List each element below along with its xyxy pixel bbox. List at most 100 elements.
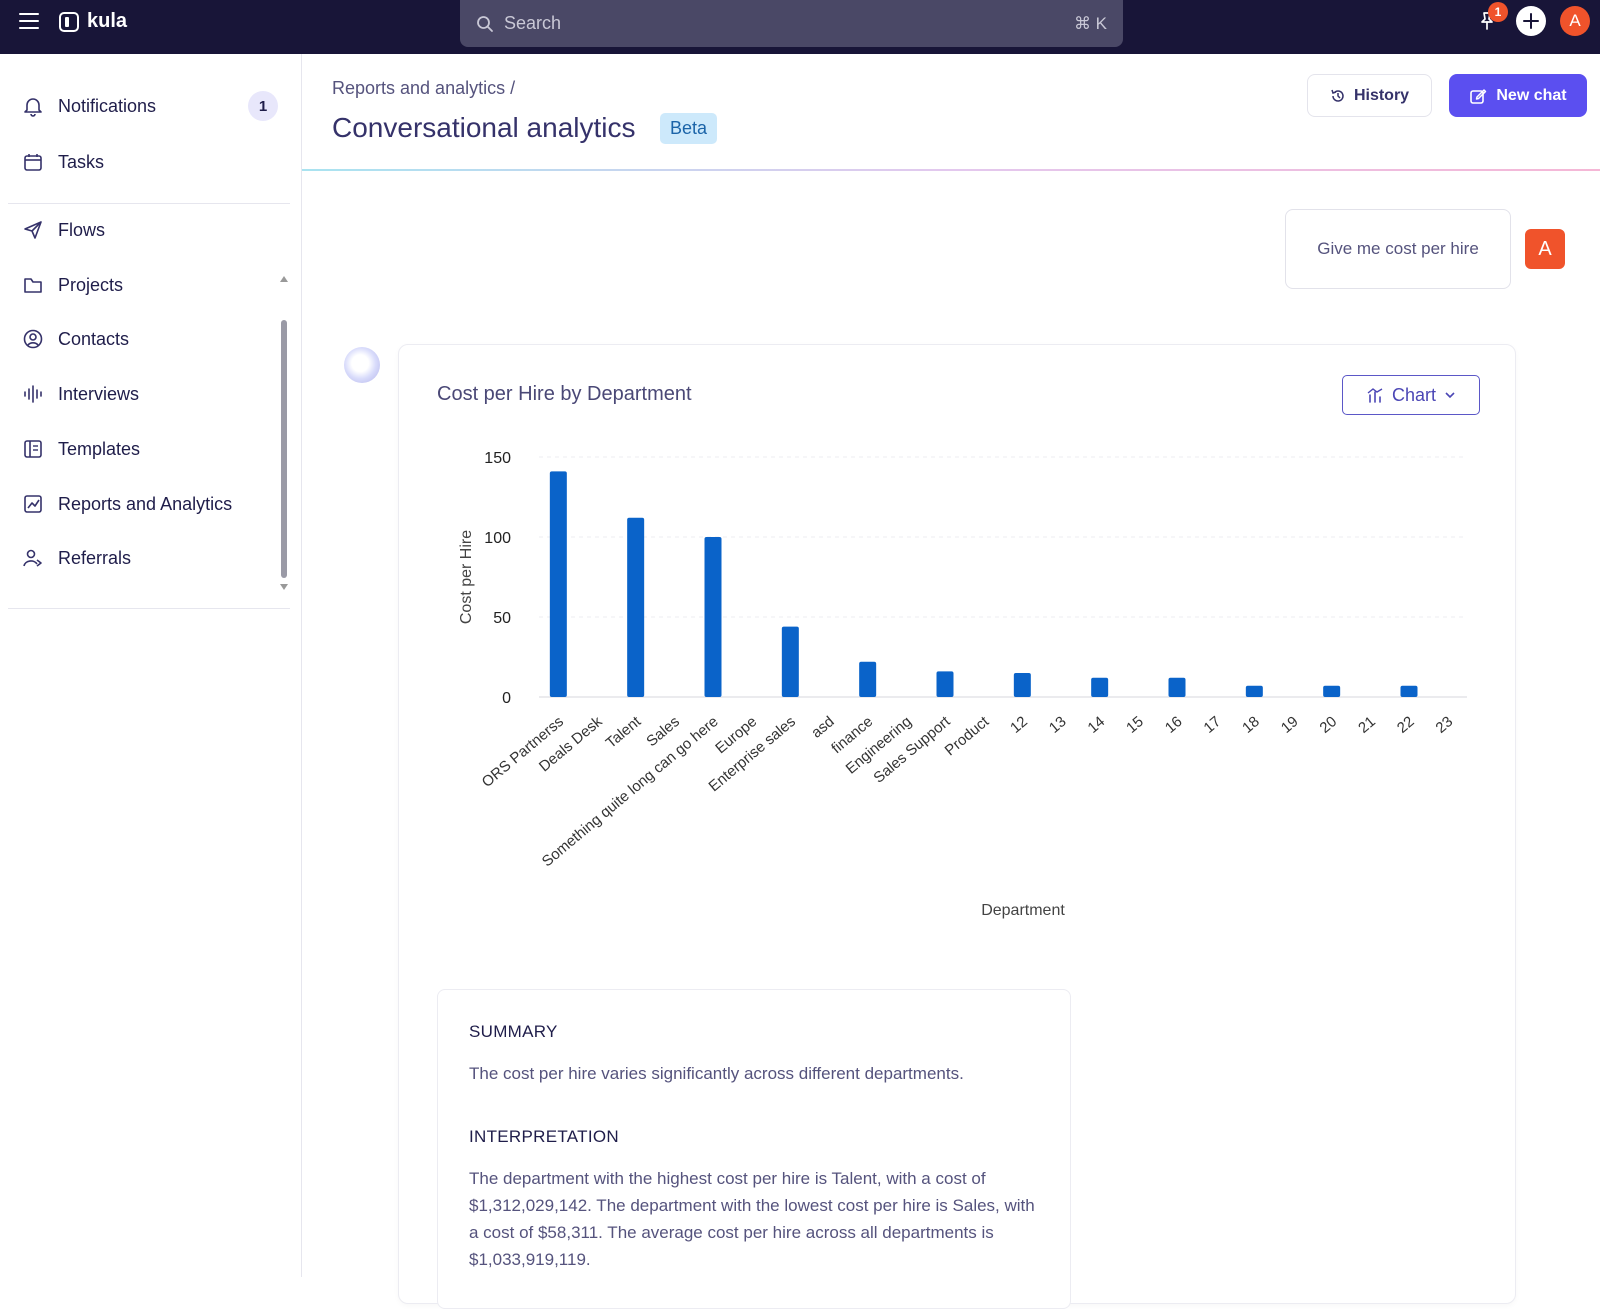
analytics-result-card: Cost per Hire by Department Chart 0 50 100…: [398, 344, 1516, 1309]
breadcrumb[interactable]: Reports and analytics /: [332, 78, 516, 98]
sidebar-item-projects[interactable]: Projects: [22, 270, 123, 300]
sidebar-item-referrals[interactable]: Referrals: [22, 543, 131, 573]
bar: [936, 671, 954, 697]
bar: [859, 661, 877, 697]
search-placeholder: Search: [504, 13, 562, 33]
scroll-down-icon[interactable]: [280, 584, 288, 590]
x-tick-label: Talent: [603, 713, 645, 752]
x-tick-label: Product: [942, 713, 993, 760]
x-tick-label: 16: [1162, 713, 1186, 737]
sidebar-item-label: Interviews: [58, 383, 140, 404]
sidebar-divider: [8, 203, 290, 204]
chart-title: Cost per Hire by Department: [437, 383, 692, 405]
kula-logo-icon: [59, 11, 79, 32]
sidebar-item-templates[interactable]: Templates: [22, 434, 140, 464]
search-shortcut: ⌘ K: [1073, 13, 1107, 33]
bell-icon: [24, 98, 42, 117]
referral-icon: [23, 549, 42, 567]
bar: [781, 626, 799, 697]
summary-text: The cost per hire varies significantly a…: [469, 1064, 964, 1083]
y-tick-label: 100: [484, 530, 511, 547]
sidebar-item-label: Referrals: [58, 547, 132, 568]
sidebar-item-contacts[interactable]: Contacts: [22, 324, 129, 354]
bar: [1091, 677, 1109, 697]
x-tick-label: 21: [1355, 713, 1379, 737]
search-icon: [477, 15, 493, 32]
bar: [1013, 673, 1031, 697]
x-tick-label: 15: [1123, 713, 1147, 737]
new-chat-label: New chat: [1496, 86, 1567, 104]
x-tick-label: 17: [1201, 713, 1225, 737]
y-tick-label: 50: [493, 610, 511, 627]
sidebar-item-label: Templates: [58, 438, 141, 459]
history-label: History: [1353, 86, 1410, 104]
bar: [549, 471, 567, 697]
x-tick-label: 19: [1278, 713, 1302, 737]
x-tick-label: asd: [808, 713, 837, 742]
user-avatar[interactable]: A: [1560, 6, 1590, 36]
bar: [1323, 685, 1341, 697]
sidebar-item-label: Reports and Analytics: [58, 493, 233, 514]
summary-heading: SUMMARY: [469, 1022, 558, 1041]
interpretation-text: The department with the highest cost per…: [469, 1169, 1035, 1269]
beta-badge: Beta: [660, 113, 718, 144]
sidebar-item-reports-and-analytics[interactable]: Reports and Analytics: [22, 489, 232, 519]
top-bar: kula Search ⌘ K 1 A: [0, 0, 1600, 54]
sidebar-item-flows[interactable]: Flows: [22, 215, 105, 245]
notifications-count-badge: 1: [248, 91, 278, 121]
x-axis-label: Department: [981, 902, 1065, 919]
logo[interactable]: kula: [59, 10, 127, 33]
y-tick-label: 150: [484, 450, 511, 467]
user-message: Give me cost per hire: [1285, 209, 1511, 289]
sidebar-item-notifications[interactable]: Notifications: [22, 91, 156, 121]
x-tick-label: 12: [1007, 713, 1031, 737]
audio-wave-icon: [24, 385, 42, 403]
app-name: kula: [87, 10, 128, 32]
sidebar-divider: [8, 608, 290, 609]
add-button[interactable]: [1516, 6, 1546, 36]
x-tick-label: 20: [1317, 713, 1341, 737]
bar: [1168, 677, 1186, 697]
x-tick-label: 22: [1394, 713, 1418, 737]
chevron-down-icon: [1445, 392, 1455, 399]
pin-button[interactable]: 1: [1472, 2, 1508, 36]
y-axis-label: Cost per Hire: [458, 530, 475, 624]
bar: [627, 517, 645, 697]
edit-icon: [1470, 88, 1487, 104]
chart-icon: [24, 495, 42, 513]
chart-view-label: Chart: [1391, 384, 1436, 405]
x-tick-label: 23: [1433, 713, 1457, 737]
summary-card: SUMMARY The cost per hire varies signifi…: [437, 989, 1071, 1309]
chart-type-icon: [1367, 388, 1383, 403]
template-icon: [24, 440, 42, 458]
x-tick-label: 14: [1085, 713, 1109, 737]
sidebar-item-interviews[interactable]: Interviews: [22, 379, 139, 409]
search-input[interactable]: Search ⌘ K: [460, 0, 1123, 47]
assistant-orb-icon: [344, 347, 380, 383]
header-divider: [302, 169, 1600, 171]
scroll-up-icon[interactable]: [280, 276, 288, 282]
notification-badge: 1: [1488, 2, 1508, 22]
user-circle-icon: [23, 329, 43, 349]
sidebar: Notifications 1 Tasks Flows Projects Con…: [0, 54, 302, 1277]
x-tick-label: 18: [1239, 713, 1263, 737]
bar: [1400, 685, 1418, 697]
history-icon: [1331, 89, 1344, 102]
sidebar-scrollbar[interactable]: [281, 320, 287, 578]
bar: [704, 537, 722, 697]
folder-icon: [24, 278, 42, 293]
chart-view-dropdown[interactable]: Chart: [1342, 375, 1480, 415]
send-icon: [24, 221, 42, 239]
new-chat-button[interactable]: New chat: [1449, 74, 1587, 117]
page-title: Conversational analytics: [332, 112, 636, 143]
history-button[interactable]: History: [1307, 74, 1432, 117]
sidebar-item-tasks[interactable]: Tasks: [22, 147, 104, 177]
interpretation-heading: INTERPRETATION: [469, 1127, 619, 1146]
sidebar-item-label: Tasks: [58, 151, 105, 172]
calendar-icon: [24, 154, 42, 171]
menu-icon[interactable]: [19, 13, 39, 29]
sidebar-item-label: Projects: [58, 274, 124, 295]
sidebar-item-label: Contacts: [58, 328, 130, 349]
x-tick-label: 13: [1046, 713, 1070, 737]
